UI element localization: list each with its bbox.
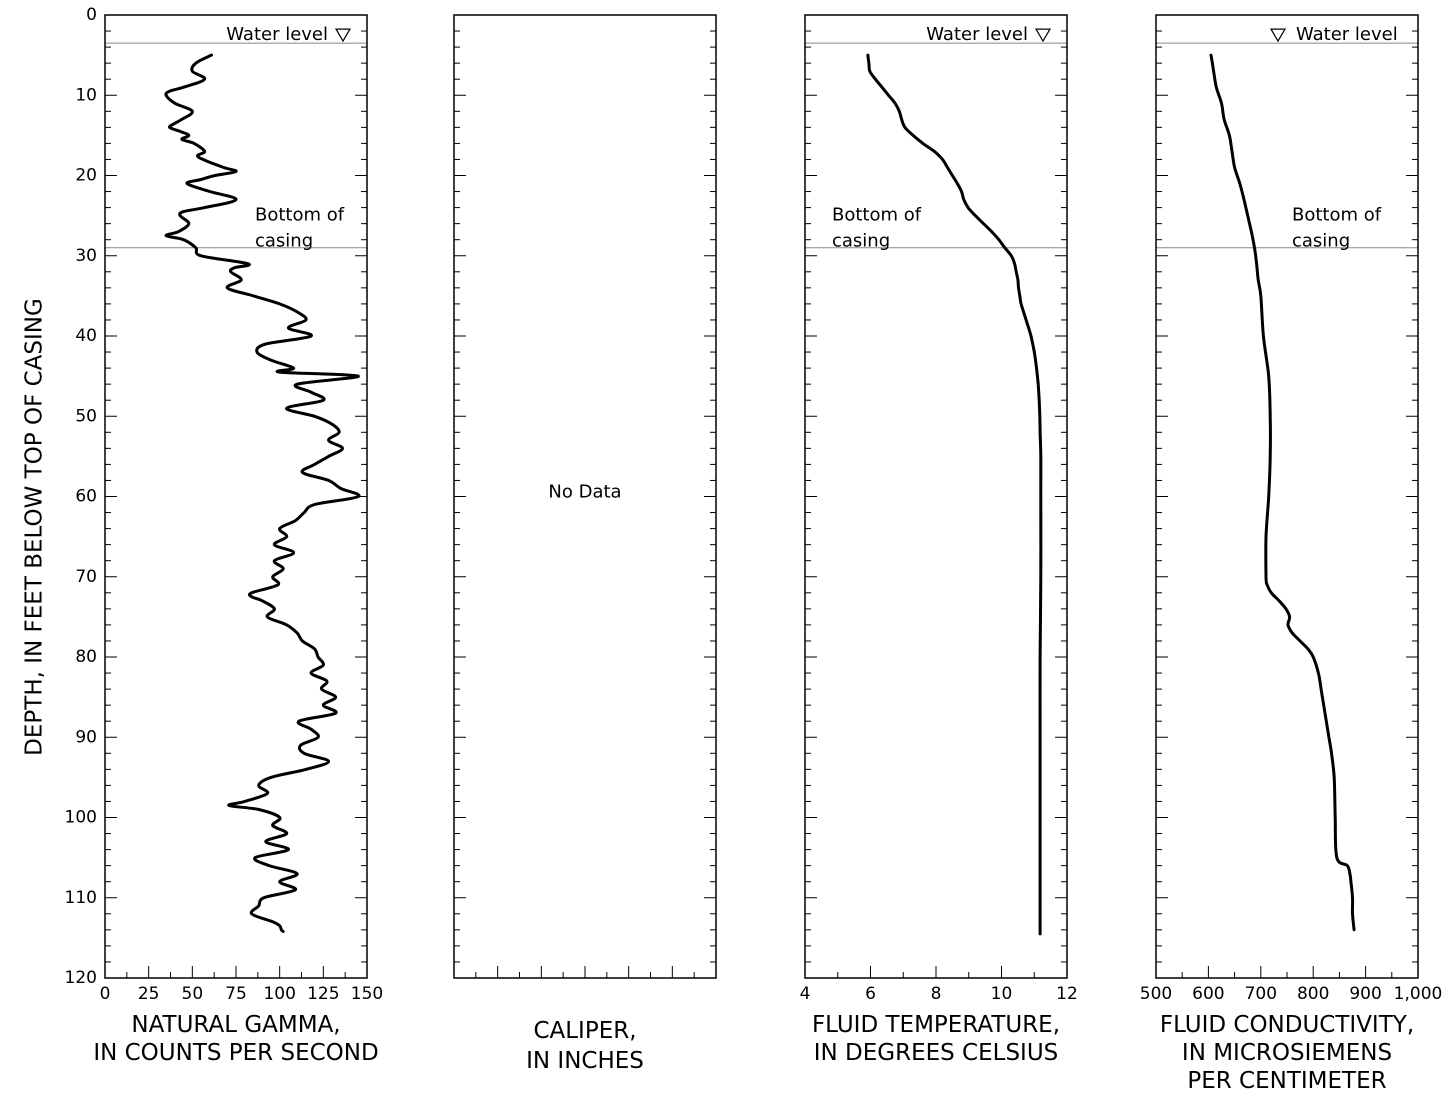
x-axis-title: FLUID CONDUCTIVITY, (1160, 1012, 1414, 1038)
x-tick-label: 12 (1056, 984, 1078, 1004)
series-line-temperature (866, 53, 1043, 936)
x-tick-label: 75 (225, 984, 247, 1004)
x-axis-title: FLUID TEMPERATURE, (812, 1012, 1060, 1038)
x-tick-label: 50 (182, 984, 204, 1004)
y-tick-label: 90 (75, 727, 97, 747)
series-line-conductivity (1209, 53, 1356, 932)
x-tick-label: 100 (263, 984, 295, 1004)
panel-frame (104, 14, 368, 979)
casing-label-line1: Bottom of (832, 205, 922, 226)
water-level-label: Water level (226, 24, 328, 45)
casing-label-line2: casing (255, 231, 313, 252)
y-tick-label: 110 (65, 888, 97, 908)
x-axis-title: PER CENTIMETER (1187, 1068, 1386, 1094)
x-tick-label: 10 (991, 984, 1013, 1004)
x-tick-label: 0 (100, 984, 111, 1004)
y-tick-label: 10 (75, 85, 97, 105)
y-tick-label: 60 (75, 487, 97, 507)
y-tick-label: 20 (75, 166, 97, 186)
series-line-gamma (164, 53, 361, 933)
x-tick-label: 4 (800, 984, 811, 1004)
no-data-label: No Data (548, 481, 621, 502)
casing-label-line1: Bottom of (255, 205, 345, 226)
x-tick-label: 125 (307, 984, 339, 1004)
x-axis-title: IN DEGREES CELSIUS (814, 1040, 1059, 1066)
y-tick-label: 100 (65, 808, 97, 828)
casing-label-line1: Bottom of (1292, 205, 1382, 226)
x-tick-label: 800 (1297, 984, 1329, 1004)
y-tick-label: 120 (65, 968, 97, 988)
x-tick-label: 1,000 (1394, 984, 1443, 1004)
water-level-triangle (334, 28, 352, 43)
x-tick-label: 6 (865, 984, 876, 1004)
x-tick-label: 600 (1192, 984, 1224, 1004)
y-tick-label: 30 (75, 246, 97, 266)
x-axis-title: NATURAL GAMMA, (131, 1012, 340, 1038)
y-axis-title: DEPTH, IN FEET BELOW TOP OF CASING (22, 298, 48, 756)
panel-temperature: 4 6 8 10 12 FLUID TEMPERATURE,IN DEGREES CELS… (800, 14, 1078, 1066)
x-axis-title: IN MICROSIEMENS (1182, 1040, 1392, 1066)
casing-label-line2: casing (832, 231, 890, 252)
y-tick-label: 80 (75, 647, 97, 667)
x-axis-title: IN INCHES (526, 1048, 644, 1074)
water-level-label: Water level (1296, 24, 1398, 45)
x-tick-label: 25 (138, 984, 160, 1004)
water-level-label: Water level (926, 24, 1028, 45)
y-tick-label: 0 (86, 5, 97, 25)
x-tick-label: 8 (931, 984, 942, 1004)
panel-frame (1155, 14, 1419, 979)
x-tick-label: 900 (1349, 984, 1381, 1004)
y-tick-label: 70 (75, 567, 97, 587)
x-tick-label: 150 (351, 984, 383, 1004)
x-axis-title: CALIPER, (533, 1018, 636, 1044)
panel-caliper: CALIPER, IN INCHES No Data (453, 14, 717, 1074)
x-tick-label: 500 (1140, 984, 1172, 1004)
panel-conductivity: 500 600 700 800 900 1,000 FLUID CONDUCTIVITY,I… (1140, 14, 1443, 1094)
casing-label-line2: casing (1292, 231, 1350, 252)
water-level-triangle (1034, 28, 1052, 43)
y-tick-label: 50 (75, 406, 97, 426)
x-tick-label: 700 (1245, 984, 1277, 1004)
x-axis-title: IN COUNTS PER SECOND (93, 1040, 378, 1066)
panel-frame (804, 14, 1068, 979)
water-level-triangle (1269, 28, 1287, 43)
y-tick-label: 40 (75, 326, 97, 346)
